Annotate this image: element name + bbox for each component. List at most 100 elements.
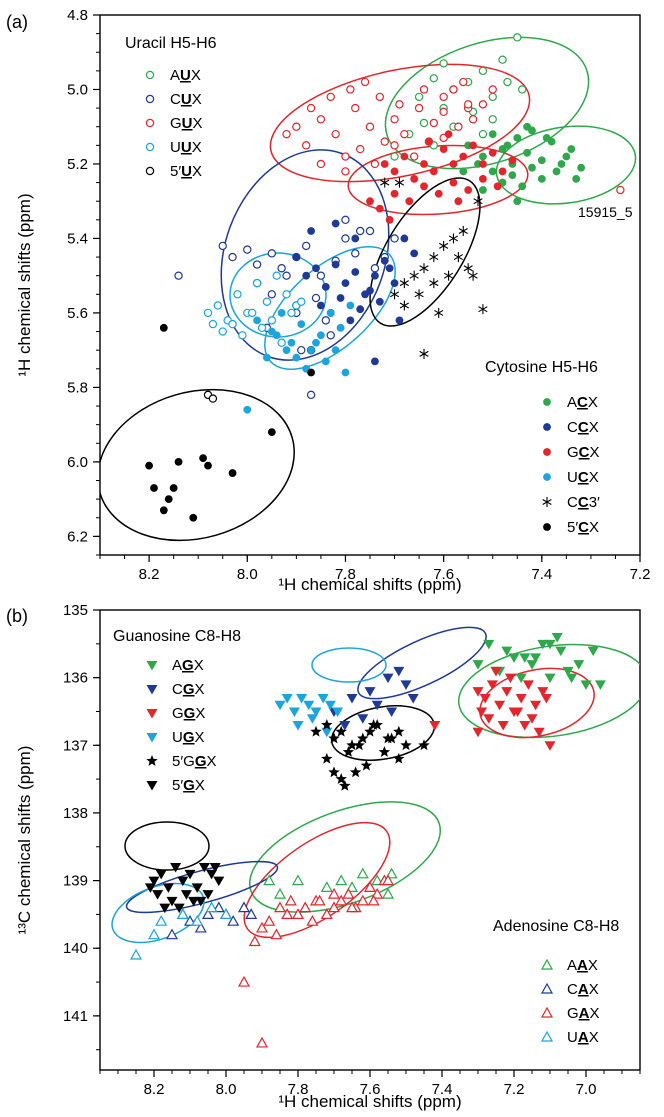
- point-5pggx: [364, 725, 376, 737]
- point-gax: [327, 887, 341, 899]
- legend-label-uux: UUX: [170, 139, 202, 156]
- point-aax: [335, 874, 348, 886]
- point-5pggx: [335, 725, 347, 737]
- point-aux: [478, 66, 488, 76]
- point-cux: [306, 390, 316, 400]
- point-cc3p: [380, 177, 390, 188]
- point-ccx: [292, 253, 301, 261]
- point-5pcx: [174, 457, 183, 466]
- cluster-ellipse: [264, 246, 396, 370]
- point-aux: [498, 55, 507, 64]
- cluster-ellipse: [269, 63, 531, 183]
- point-cc3p: [463, 263, 473, 274]
- point-gax: [335, 894, 348, 906]
- point-gux: [478, 100, 488, 109]
- legend-uracil: AUX CUX GUX UUX 5′UX: [145, 67, 203, 180]
- point-uux: [257, 323, 267, 333]
- point-ucx: [307, 346, 315, 355]
- point-cc3p: [429, 252, 439, 263]
- point-gux: [370, 159, 380, 169]
- point-agx: [472, 660, 484, 670]
- point-aax: [385, 867, 398, 879]
- point-ccx: [385, 264, 394, 273]
- point-acx: [572, 174, 581, 183]
- y-tick-label: 138: [63, 805, 88, 822]
- point-gux: [306, 103, 316, 113]
- panel-b-label: (b): [6, 606, 28, 626]
- point-5pux: [208, 394, 218, 403]
- point-aax: [273, 887, 287, 899]
- point-gcx: [459, 152, 468, 161]
- point-uux: [213, 301, 223, 310]
- cluster-ellipse: [311, 647, 387, 683]
- point-agx: [555, 646, 567, 657]
- point-gux: [341, 167, 350, 176]
- point-gcx: [390, 167, 399, 176]
- point-gux: [400, 129, 409, 139]
- point-ucx: [321, 357, 330, 366]
- legend-label-ugx: UGX: [172, 729, 205, 746]
- point-aux: [503, 77, 512, 87]
- point-cux: [326, 331, 335, 340]
- point-acx: [479, 152, 487, 161]
- point-ggx: [479, 693, 491, 704]
- legend-marker-5pggx: [146, 755, 158, 766]
- y-tick-label: 5.0: [67, 81, 88, 98]
- point-gax: [356, 894, 369, 906]
- point-cc3p: [419, 348, 429, 359]
- point-5pgx: [166, 896, 178, 907]
- point-aax: [320, 881, 333, 892]
- point-acx: [503, 141, 512, 150]
- point-gux: [454, 122, 463, 131]
- point-5pcx: [307, 368, 315, 377]
- x-tick-label: 7.8: [288, 1081, 309, 1098]
- panel-b-x-axis-label: ¹H chemical shifts (ppm): [278, 1092, 461, 1111]
- point-cgx: [371, 700, 383, 711]
- legend-label-acx: ACX: [567, 394, 598, 411]
- point-gax: [313, 894, 326, 906]
- point-aax: [345, 881, 359, 892]
- point-ggx: [522, 680, 534, 690]
- point-uux: [297, 297, 306, 306]
- point-5pggx: [328, 732, 340, 744]
- point-5pggx: [335, 773, 347, 784]
- point-5pgx: [184, 869, 196, 880]
- point-cgx: [364, 687, 376, 697]
- cluster-ellipse: [357, 626, 487, 700]
- point-5pgx: [180, 890, 192, 900]
- point-gcx: [375, 204, 384, 213]
- point-ucx: [292, 353, 301, 362]
- point-gux: [380, 137, 389, 146]
- point-gux: [360, 77, 370, 87]
- legend-label-aux: AUX: [170, 67, 201, 84]
- point-agx: [508, 653, 520, 663]
- legend-label-ccx: CCX: [567, 419, 599, 436]
- point-uux: [238, 331, 247, 340]
- point-5pgx: [170, 863, 182, 873]
- point-ggx: [512, 707, 524, 717]
- point-5pcx: [189, 513, 198, 522]
- legend-cytosine: ACX CCX GCX UCX CC3′ 5′CX: [542, 394, 600, 536]
- point-ugx: [332, 707, 344, 717]
- x-tick-label: 7.4: [531, 566, 552, 583]
- point-gux: [292, 122, 301, 131]
- point-5pggx: [360, 759, 373, 771]
- x-tick-label: 7.8: [335, 566, 356, 583]
- point-uax: [205, 901, 218, 913]
- point-gux: [355, 144, 365, 154]
- point-uux: [277, 338, 286, 347]
- point-uux: [247, 308, 257, 318]
- legend-marker-5pcx: [543, 523, 551, 531]
- point-gcx: [405, 197, 414, 206]
- point-ucx: [297, 320, 306, 329]
- point-ggx: [494, 700, 506, 711]
- point-gcx: [469, 141, 477, 150]
- point-aux: [429, 74, 439, 83]
- legend-marker-gcx: [543, 448, 551, 456]
- point-5pggx: [339, 779, 351, 791]
- point-ccx: [317, 301, 325, 310]
- point-5pggx: [346, 739, 358, 751]
- point-ccx: [380, 256, 389, 265]
- point-acx: [513, 133, 522, 142]
- point-ccx: [346, 316, 355, 325]
